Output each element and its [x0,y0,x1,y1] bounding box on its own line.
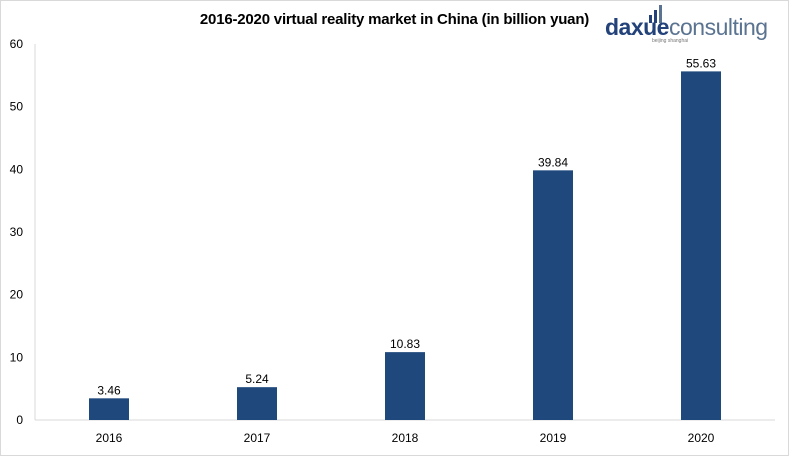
data-label: 55.63 [686,56,716,70]
x-tick-label: 2020 [688,431,715,445]
y-tick-label: 40 [10,162,24,176]
svg-text:daxueconsulting: daxueconsulting [605,14,768,40]
svg-text:beijing shanghai: beijing shanghai [652,38,688,43]
bar-2018 [385,352,425,420]
bar-2020 [681,71,721,421]
daxue-consulting-logo: daxueconsulting beijing shanghai [605,5,768,43]
data-label: 10.83 [390,337,420,351]
x-tick-label: 2016 [96,431,123,445]
x-tick-label: 2018 [392,431,419,445]
data-label: 5.24 [245,372,269,386]
data-label: 3.46 [97,383,121,397]
bar-2016 [89,398,129,420]
y-tick-label: 20 [10,288,24,302]
logo-bar [649,15,652,23]
y-tick-label: 0 [16,413,23,427]
y-tick-label: 60 [10,37,24,51]
y-tick-label: 30 [10,225,24,239]
y-tick-label: 50 [10,100,24,114]
logo-bar [654,10,657,23]
bar-2017 [237,387,277,420]
data-label: 39.84 [538,155,568,169]
x-tick-label: 2017 [244,431,271,445]
logo-bar [659,5,662,23]
bar-2019 [533,170,573,420]
x-tick-label: 2019 [540,431,567,445]
y-tick-label: 10 [10,350,24,364]
chart-title: 2016-2020 virtual reality market in Chin… [199,11,590,28]
